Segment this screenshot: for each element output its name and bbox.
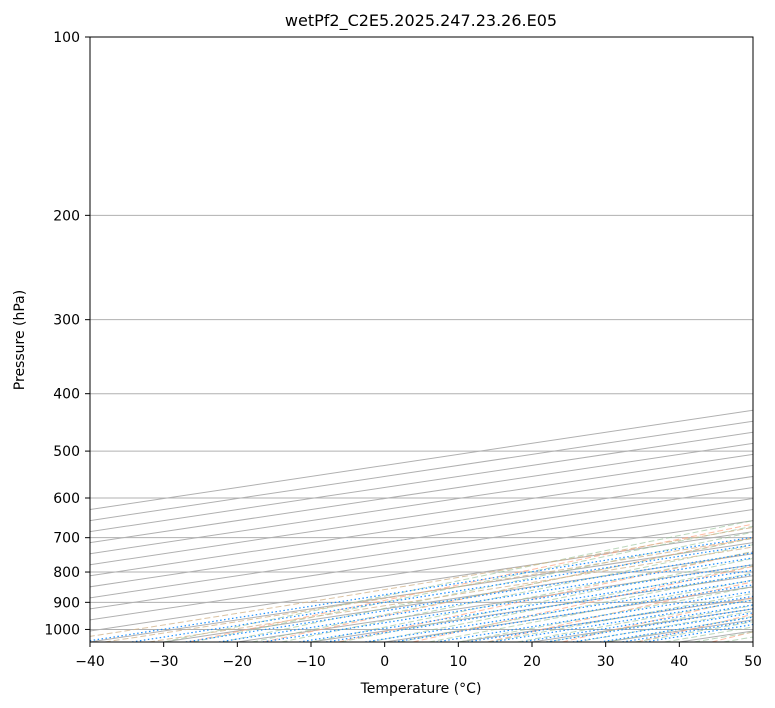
y-tick-label: 1000 <box>44 622 80 638</box>
y-tick-label: 900 <box>53 595 80 611</box>
x-tick-label: −20 <box>223 654 253 670</box>
mixing-ratio-line <box>262 564 753 642</box>
x-tick-label: 50 <box>744 654 762 670</box>
moist-adiabat-line <box>517 599 753 642</box>
height-curve-line <box>104 537 753 642</box>
x-tick-label: −30 <box>149 654 179 670</box>
moist-adiabat-line <box>399 572 753 642</box>
y-tick-label: 300 <box>53 313 80 329</box>
height-curve-line <box>148 546 753 642</box>
x-tick-label: 20 <box>523 654 541 670</box>
dry-adiabat-line <box>711 631 753 642</box>
mixing-ratio-line <box>467 595 753 642</box>
isotherm-line <box>752 641 753 642</box>
moist-adiabat-line <box>428 579 753 642</box>
x-tick-label: 30 <box>597 654 615 670</box>
y-axis-title: Pressure (hPa) <box>12 290 28 390</box>
mixing-ratio-line <box>436 590 753 642</box>
dry-adiabat-line <box>188 523 753 642</box>
mixing-ratio-line <box>131 544 753 642</box>
isotherm-line <box>531 608 753 642</box>
chart-title: wetPf2_C2E5.2025.247.23.26.E05 <box>285 11 557 31</box>
isotherm-line <box>310 575 753 642</box>
x-tick-label: −40 <box>75 654 105 670</box>
moist-adiabat-line <box>546 604 753 642</box>
mixing-ratio-line <box>522 604 753 642</box>
moist-adiabat-line <box>664 626 753 642</box>
y-tick-label: 200 <box>53 208 80 224</box>
isotherm-line <box>90 509 753 610</box>
reference-lines <box>90 37 753 642</box>
dry-adiabat-line <box>562 597 753 642</box>
isotherm-line <box>90 475 753 577</box>
dry-adiabat-line <box>636 613 753 642</box>
moist-adiabat-line <box>369 565 753 642</box>
isotherm-line <box>90 464 753 566</box>
height-curve-line <box>90 526 753 637</box>
moist-adiabat-line <box>487 592 753 642</box>
y-tick-label: 800 <box>53 565 80 581</box>
moist-adiabat-line <box>281 544 753 642</box>
isotherm-line <box>90 442 753 544</box>
isotherm-line <box>90 520 753 621</box>
isotherm-line <box>90 498 753 599</box>
moist-adiabat-line <box>222 531 753 642</box>
isotherm-line <box>90 486 753 588</box>
mixing-ratio-line <box>90 536 753 642</box>
isotherm-line <box>90 453 753 555</box>
moist-adiabat-line <box>458 586 753 642</box>
y-tick-label: 100 <box>53 30 80 46</box>
moist-adiabat-line <box>723 636 753 642</box>
x-tick-label: 40 <box>670 654 688 670</box>
isotherm-line <box>384 586 753 642</box>
y-tick-label: 700 <box>53 531 80 547</box>
axes: −40 −30 −20 −10 0 10 20 30 40 50 100 200 300 400 500 60… <box>44 30 762 670</box>
dry-adiabat-line <box>487 581 753 642</box>
moist-adiabat-line <box>635 621 753 642</box>
moist-adiabat-line <box>310 550 753 642</box>
x-tick-label: −10 <box>296 654 326 670</box>
plot-frame <box>89 36 754 643</box>
mixing-ratio-line <box>394 584 753 642</box>
y-tick-label: 400 <box>53 387 80 403</box>
dry-adiabat-line <box>412 565 753 642</box>
x-axis-title: Temperature (°C) <box>360 681 482 697</box>
mixing-ratio-line <box>492 599 753 642</box>
x-tick-label: 0 <box>380 654 389 670</box>
isotherm-line <box>90 531 753 632</box>
y-tick-label: 500 <box>53 444 80 460</box>
isotherm-line <box>90 542 753 642</box>
x-tick-label: 10 <box>449 654 467 670</box>
y-tick-label: 600 <box>53 491 80 507</box>
moist-adiabat-line <box>694 631 753 642</box>
